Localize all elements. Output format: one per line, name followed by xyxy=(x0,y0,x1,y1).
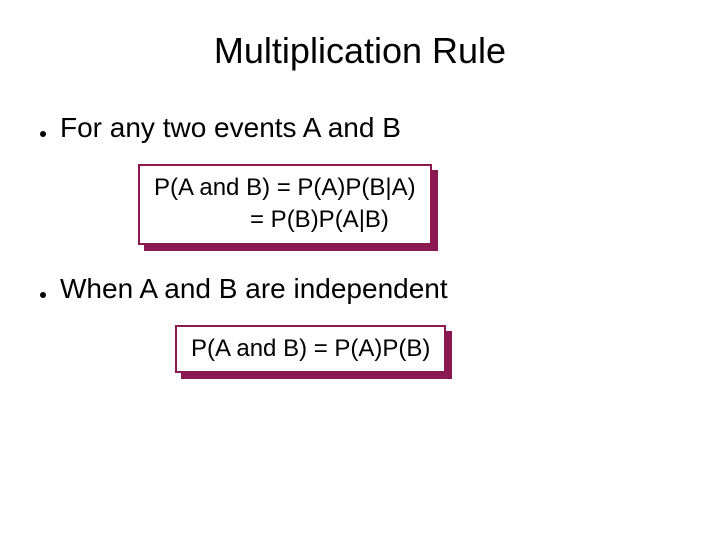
formula-box-1: P(A and B) = P(A)P(B|A) = P(B)P(A|B) xyxy=(138,164,432,245)
bullet-dot-icon xyxy=(40,131,46,137)
formula-1-line-2: = P(B)P(A|B) xyxy=(154,204,416,236)
bullet-2-text: When A and B are independent xyxy=(60,273,448,305)
bullet-1: For any two events A and B xyxy=(40,112,690,144)
bullet-2: When A and B are independent xyxy=(40,273,690,305)
formula-box-2: P(A and B) = P(A)P(B) xyxy=(175,325,446,373)
formula-1-content: P(A and B) = P(A)P(B|A) = P(B)P(A|B) xyxy=(138,164,432,245)
formula-2-line-1: P(A and B) = P(A)P(B) xyxy=(191,333,430,365)
bullet-1-text: For any two events A and B xyxy=(60,112,401,144)
bullet-dot-icon xyxy=(40,292,46,298)
slide-title: Multiplication Rule xyxy=(30,30,690,72)
formula-2-content: P(A and B) = P(A)P(B) xyxy=(175,325,446,373)
formula-1-line-1: P(A and B) = P(A)P(B|A) xyxy=(154,172,416,204)
slide: Multiplication Rule For any two events A… xyxy=(0,0,720,540)
